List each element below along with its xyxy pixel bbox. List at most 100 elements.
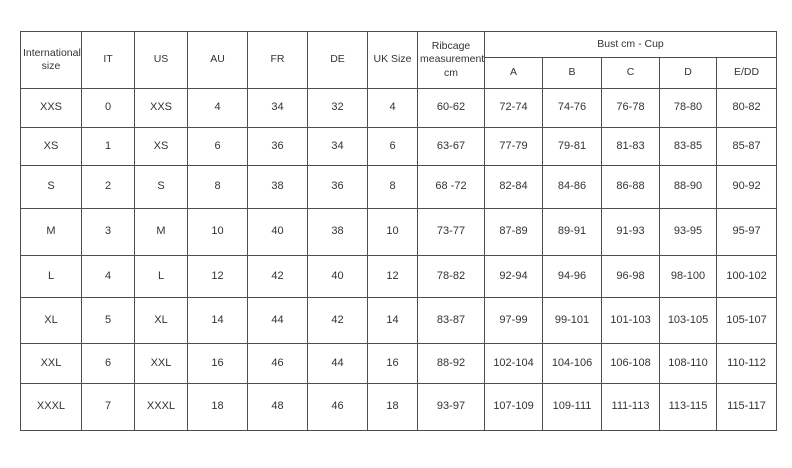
table-cell: 18 bbox=[187, 383, 248, 431]
table-cell: 2 bbox=[81, 165, 135, 209]
table-cell: 6 bbox=[81, 343, 135, 384]
table-cell: 94-96 bbox=[542, 255, 602, 298]
table-cell: 103-105 bbox=[659, 297, 717, 344]
table-cell: 12 bbox=[367, 255, 418, 298]
col-header-de: DE bbox=[307, 31, 368, 89]
table-cell: 88-92 bbox=[417, 343, 485, 384]
table-cell: L bbox=[20, 255, 82, 298]
table-cell: 93-95 bbox=[659, 208, 717, 256]
table-cell: 77-79 bbox=[484, 127, 543, 166]
table-cell: 40 bbox=[247, 208, 308, 256]
table-cell: 48 bbox=[247, 383, 308, 431]
table-cell: 88-90 bbox=[659, 165, 717, 209]
table-cell: M bbox=[20, 208, 82, 256]
table-cell: 74-76 bbox=[542, 88, 602, 128]
table-cell: 81-83 bbox=[601, 127, 660, 166]
table-cell: 113-115 bbox=[659, 383, 717, 431]
table-cell: 46 bbox=[307, 383, 368, 431]
table-cell: 76-78 bbox=[601, 88, 660, 128]
table-cell: 111-113 bbox=[601, 383, 660, 431]
table-cell: S bbox=[20, 165, 82, 209]
table-cell: XXS bbox=[20, 88, 82, 128]
table-cell: 89-91 bbox=[542, 208, 602, 256]
table-cell: M bbox=[134, 208, 188, 256]
table-cell: 109-111 bbox=[542, 383, 602, 431]
table-cell: 1 bbox=[81, 127, 135, 166]
table-cell: XXL bbox=[20, 343, 82, 384]
table-cell: 36 bbox=[307, 165, 368, 209]
table-cell: 16 bbox=[367, 343, 418, 384]
table-row-l: L 4 L 12 42 40 12 78-82 92-94 94-96 96-9… bbox=[20, 255, 778, 298]
table-cell: XXL bbox=[134, 343, 188, 384]
table-cell: 80-82 bbox=[715, 88, 778, 128]
table-cell: 63-67 bbox=[417, 127, 485, 166]
table-cell: 87-89 bbox=[484, 208, 543, 256]
col-group-header-bust-cup: Bust cm - Cup bbox=[483, 31, 778, 58]
table-cell: 8 bbox=[367, 165, 418, 209]
table-cell: 106-108 bbox=[601, 343, 660, 384]
table-row-xxxl: XXXL 7 XXXL 18 48 46 18 93-97 107-109 10… bbox=[20, 383, 778, 431]
table-cell: 7 bbox=[81, 383, 135, 431]
table-row-xs: XS 1 XS 6 36 34 6 63-67 77-79 79-81 81-8… bbox=[20, 127, 778, 166]
table-row-s: S 2 S 8 38 36 8 68 -72 82-84 84-86 86-88… bbox=[20, 165, 778, 209]
table-cell: 107-109 bbox=[484, 383, 543, 431]
table-cell: 36 bbox=[247, 127, 308, 166]
table-cell: 99-101 bbox=[542, 297, 602, 344]
table-cell: 104-106 bbox=[542, 343, 602, 384]
table-cell: 105-107 bbox=[715, 297, 778, 344]
col-header-fr: FR bbox=[247, 31, 308, 89]
table-cell: XL bbox=[134, 297, 188, 344]
table-cell: 44 bbox=[307, 343, 368, 384]
table-cell: 68 -72 bbox=[417, 165, 485, 209]
table-cell: 16 bbox=[187, 343, 248, 384]
table-cell: 14 bbox=[187, 297, 248, 344]
table-cell: 8 bbox=[187, 165, 248, 209]
table-cell: XXXL bbox=[134, 383, 188, 431]
table-row-xxl: XXL 6 XXL 16 46 44 16 88-92 102-104 104-… bbox=[20, 343, 778, 384]
table-cell: 83-85 bbox=[659, 127, 717, 166]
table-row-xl: XL 5 XL 14 44 42 14 83-87 97-99 99-101 1… bbox=[20, 297, 778, 344]
table-cell: 101-103 bbox=[601, 297, 660, 344]
table-cell: 91-93 bbox=[601, 208, 660, 256]
table-cell: 100-102 bbox=[715, 255, 778, 298]
table-cell: 38 bbox=[307, 208, 368, 256]
table-cell: 5 bbox=[81, 297, 135, 344]
col-header-cup-b: B bbox=[542, 57, 602, 89]
table-cell: 85-87 bbox=[715, 127, 778, 166]
table-cell: XXS bbox=[134, 88, 188, 128]
table-cell: S bbox=[134, 165, 188, 209]
table-cell: 12 bbox=[187, 255, 248, 298]
table-cell: 46 bbox=[247, 343, 308, 384]
table-cell: 93-97 bbox=[417, 383, 485, 431]
table-cell: 10 bbox=[187, 208, 248, 256]
col-header-international-size: International size bbox=[20, 31, 82, 89]
col-header-us: US bbox=[134, 31, 188, 89]
table-cell: 115-117 bbox=[715, 383, 778, 431]
table-cell: 6 bbox=[367, 127, 418, 166]
table-cell: XXXL bbox=[20, 383, 82, 431]
table-cell: 34 bbox=[247, 88, 308, 128]
table-cell: 90-92 bbox=[715, 165, 778, 209]
col-header-cup-edd: E/DD bbox=[715, 57, 778, 89]
header-row-cups: A B C D E/DD bbox=[21, 57, 778, 89]
table-cell: 34 bbox=[307, 127, 368, 166]
col-header-au: AU bbox=[187, 31, 248, 89]
table-cell: 78-82 bbox=[417, 255, 485, 298]
col-header-uk-size: UK Size bbox=[367, 31, 418, 89]
table-row-xxs: XXS 0 XXS 4 34 32 4 60-62 72-74 74-76 76… bbox=[20, 88, 778, 128]
table-cell: 73-77 bbox=[417, 208, 485, 256]
table-cell: 110-112 bbox=[715, 343, 778, 384]
table-cell: 78-80 bbox=[659, 88, 717, 128]
table-cell: 40 bbox=[307, 255, 368, 298]
table-cell: L bbox=[134, 255, 188, 298]
table-cell: 6 bbox=[187, 127, 248, 166]
table-cell: 60-62 bbox=[417, 88, 485, 128]
table-cell: 3 bbox=[81, 208, 135, 256]
table-cell: 14 bbox=[367, 297, 418, 344]
table-cell: 44 bbox=[247, 297, 308, 344]
table-cell: 4 bbox=[81, 255, 135, 298]
table-cell: 32 bbox=[307, 88, 368, 128]
table-cell: XS bbox=[20, 127, 82, 166]
table-cell: 102-104 bbox=[484, 343, 543, 384]
table-cell: 96-98 bbox=[601, 255, 660, 298]
